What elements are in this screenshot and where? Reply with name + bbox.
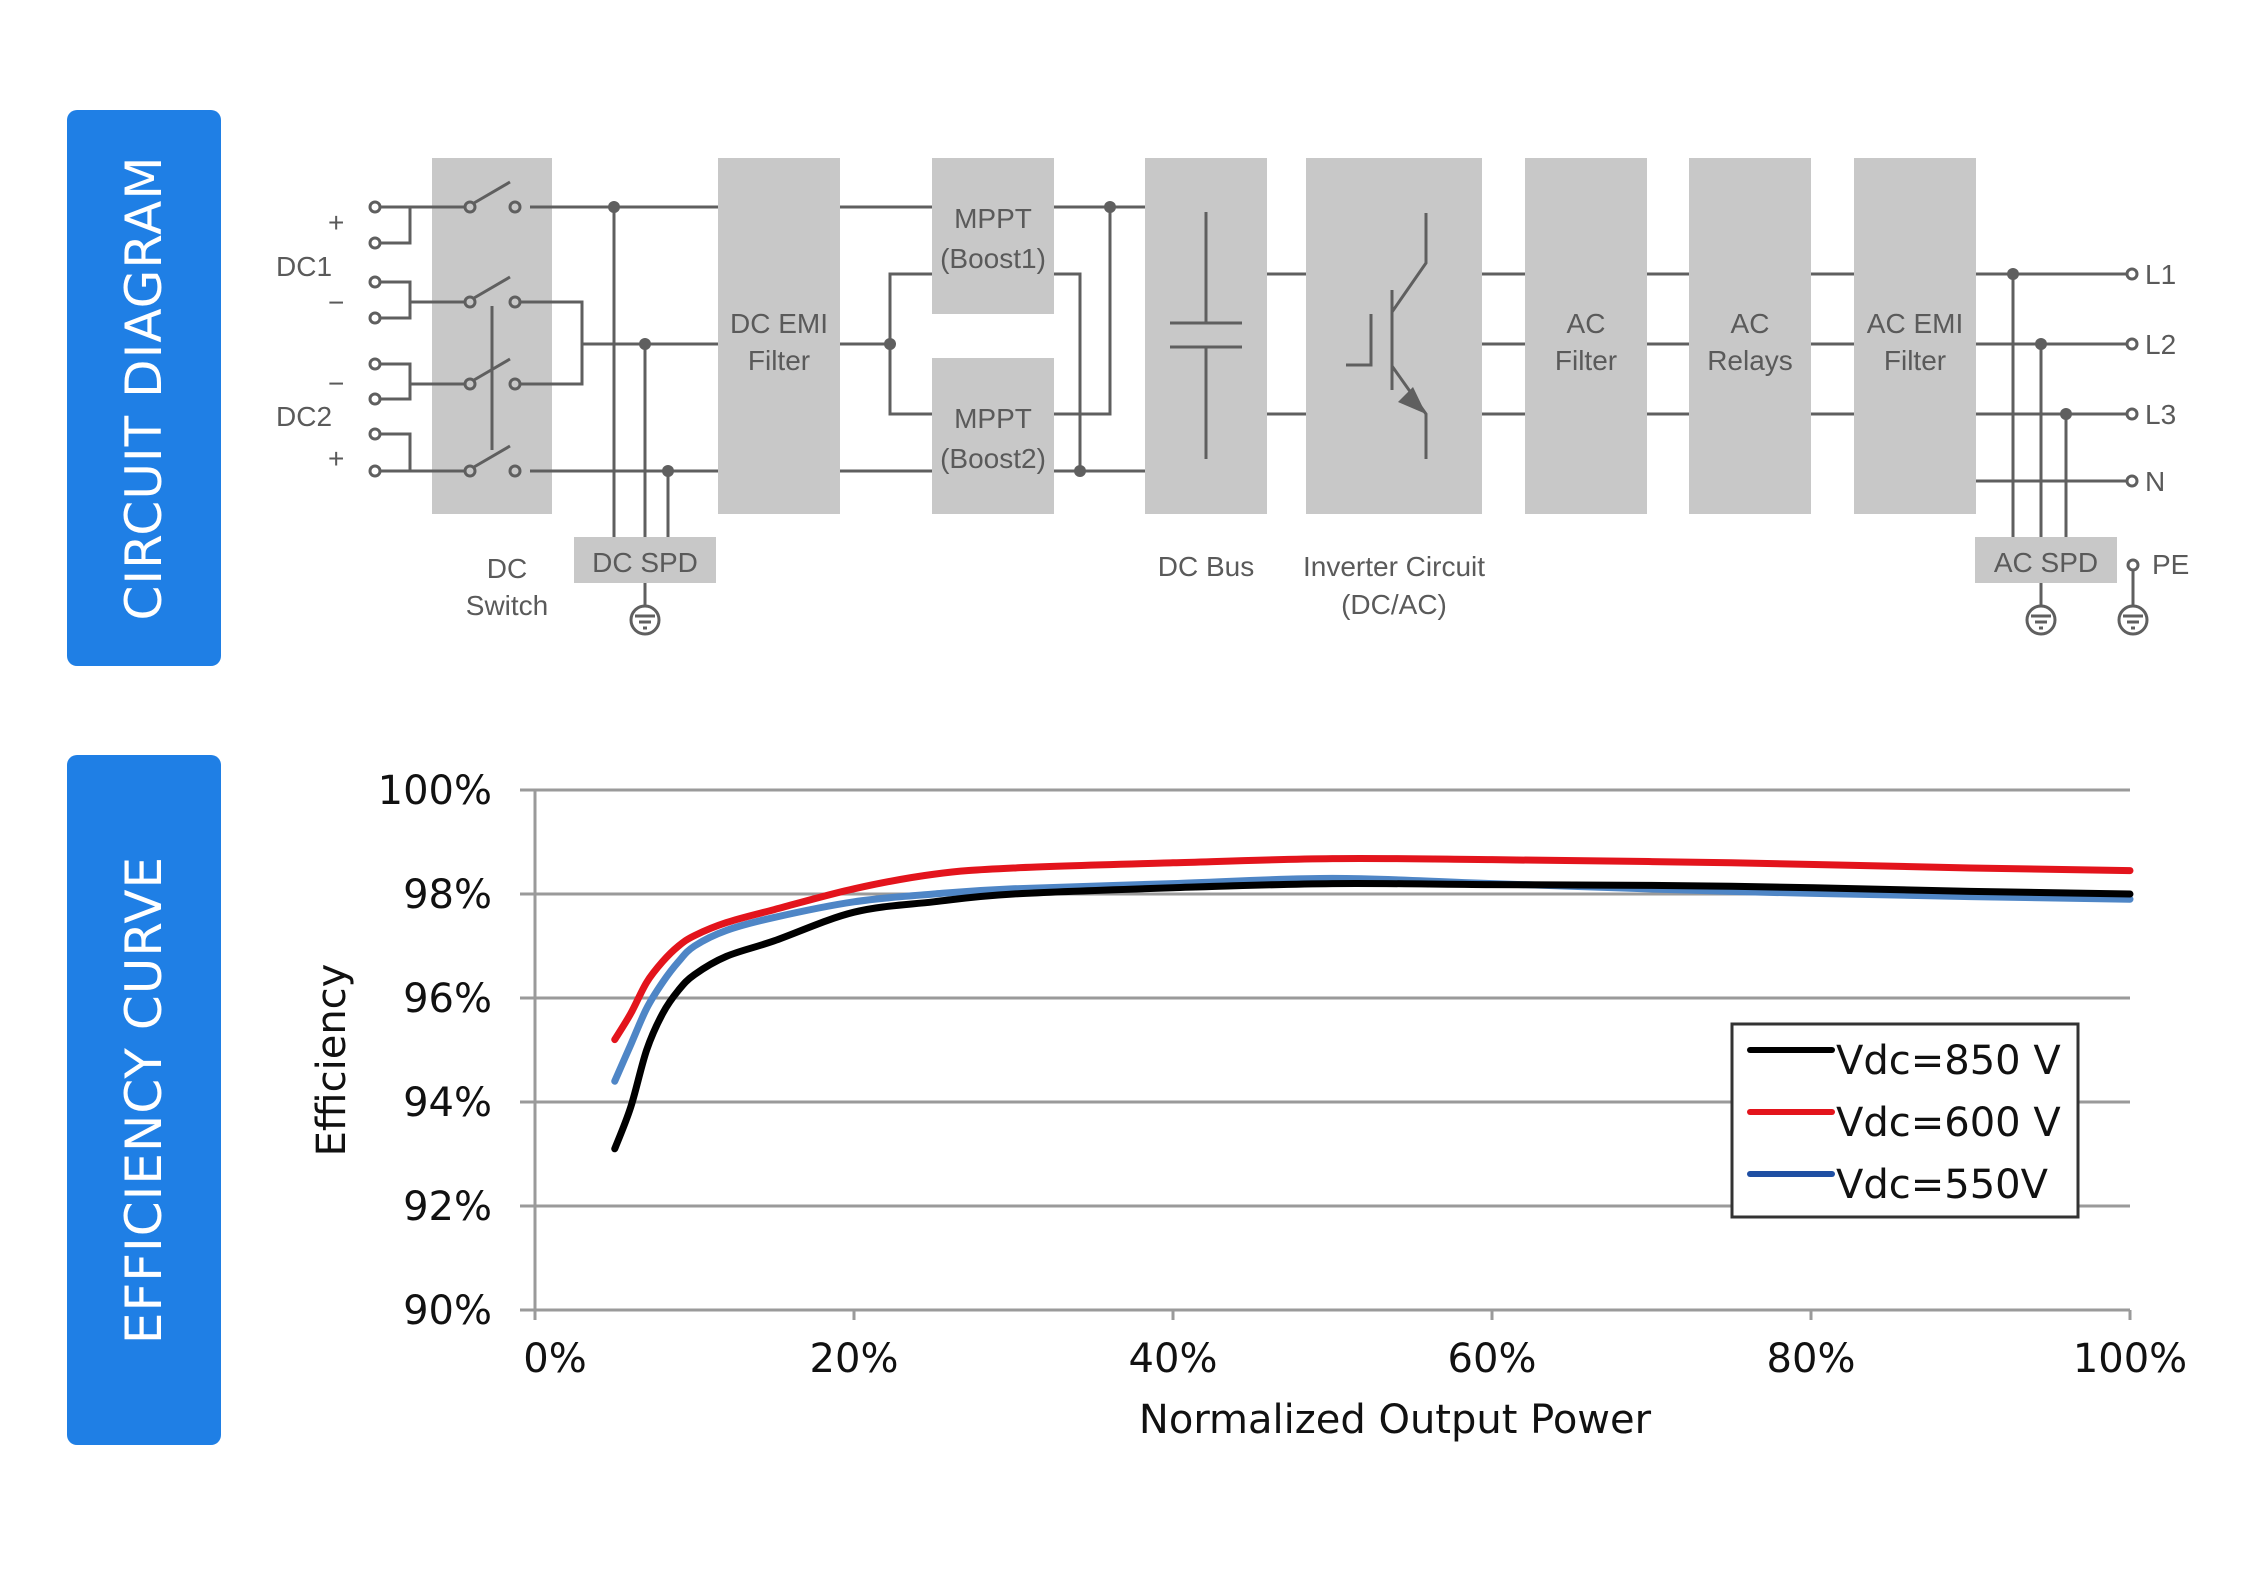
ac-emi-filter-block [1854, 158, 1976, 514]
inverter-circuit-block [1306, 158, 1482, 514]
y-tick-label: 90% [403, 1288, 492, 1334]
ac-spd-block [1975, 537, 2117, 583]
x-tick-label: 60% [1448, 1336, 1537, 1382]
dc2-minus-label: − [328, 368, 344, 399]
output-l1-label: L1 [2145, 259, 2176, 290]
mppt-boost1-block [932, 158, 1054, 314]
legend-label: Vdc=550V [1836, 1162, 2049, 1208]
ac-spd-label: AC SPD [1994, 547, 2098, 578]
dc-spd-label: DC SPD [592, 547, 698, 578]
ac-filter-label-1: AC [1567, 308, 1606, 339]
x-tick-label: 100% [2073, 1336, 2187, 1382]
x-tick-label: 80% [1767, 1336, 1856, 1382]
capacitor-icon [1170, 212, 1242, 459]
ac-emi-label-1: AC EMI [1867, 308, 1963, 339]
x-tick-label: 0% [523, 1336, 586, 1382]
output-n-label: N [2145, 466, 2165, 497]
ac-emi-label-2: Filter [1884, 345, 1946, 376]
legend-label: Vdc=600 V [1836, 1100, 2061, 1146]
circuit-diagram-tab: CIRCUIT DIAGRAM [67, 110, 221, 666]
mppt2-label-2: (Boost2) [940, 443, 1046, 474]
dc-switch-contacts [410, 180, 522, 478]
dc-input-terminals [368, 200, 412, 478]
series-line-vdc-850-v [611, 879, 2134, 1153]
dc-switch-label-2: Switch [466, 590, 548, 621]
circuit-diagram: DC1 DC2 + − − + DC Switch DC SPD DC EMI … [276, 158, 2189, 636]
dc-spd-ground-icon [629, 604, 661, 636]
ac-filter-block [1525, 158, 1647, 514]
output-pe-label: PE [2152, 549, 2189, 580]
mppt2-label-1: MPPT [954, 403, 1032, 434]
igbt-icon [1346, 213, 1428, 459]
dc-emi-label-1: DC EMI [730, 308, 828, 339]
dc1-minus-label: − [328, 287, 344, 318]
efficiency-curve-tab-label: EFFICIENCY CURVE [115, 855, 173, 1345]
ac-filter-label-2: Filter [1555, 345, 1617, 376]
mppt1-label-1: MPPT [954, 203, 1032, 234]
ac-relays-label-2: Relays [1707, 345, 1793, 376]
ac-relays-block [1689, 158, 1811, 514]
chart-legend: Vdc=850 V Vdc=600 V Vdc=550V [1730, 1022, 2080, 1219]
dc-bus-label: DC Bus [1158, 551, 1254, 582]
y-tick-label: 92% [403, 1184, 492, 1230]
dc1-plus-label: + [328, 207, 344, 238]
dc2-plus-label: + [328, 443, 344, 474]
y-axis-label: Efficiency [309, 964, 355, 1157]
y-tick-label: 94% [403, 1080, 492, 1126]
ac-wiring [1267, 267, 2149, 636]
dc-emi-label-2: Filter [748, 345, 810, 376]
y-tick-label: 98% [403, 872, 492, 918]
dc-bus-block [1145, 158, 1267, 514]
x-axis-label: Normalized Output Power [1139, 1397, 1652, 1443]
y-tick-label: 96% [403, 976, 492, 1022]
inverter-label-1: Inverter Circuit [1303, 551, 1485, 582]
dc-switch-label-1: DC [487, 553, 527, 584]
inverter-label-2: (DC/AC) [1341, 589, 1447, 620]
x-tick-label: 20% [810, 1336, 899, 1382]
mppt1-label-2: (Boost1) [940, 243, 1046, 274]
series-line-vdc-600-v [611, 854, 2134, 1044]
y-tick-label: 100% [378, 768, 492, 814]
x-tick-label: 40% [1129, 1336, 1218, 1382]
ac-relays-label-1: AC [1731, 308, 1770, 339]
dc-wiring [520, 201, 1145, 636]
ac-spd-ground-icon [2025, 604, 2057, 636]
series-line-vdc-550v [611, 874, 2134, 1085]
dc-emi-filter-block [718, 158, 840, 514]
output-l3-label: L3 [2145, 399, 2176, 430]
dc-spd-block [574, 537, 716, 583]
mppt-boost2-block [932, 358, 1054, 514]
efficiency-curve-tab: EFFICIENCY CURVE [67, 755, 221, 1445]
legend-label: Vdc=850 V [1836, 1038, 2061, 1084]
pe-ground-icon [2117, 604, 2149, 636]
dc1-label: DC1 [276, 251, 332, 282]
output-l2-label: L2 [2145, 329, 2176, 360]
dc2-label: DC2 [276, 401, 332, 432]
